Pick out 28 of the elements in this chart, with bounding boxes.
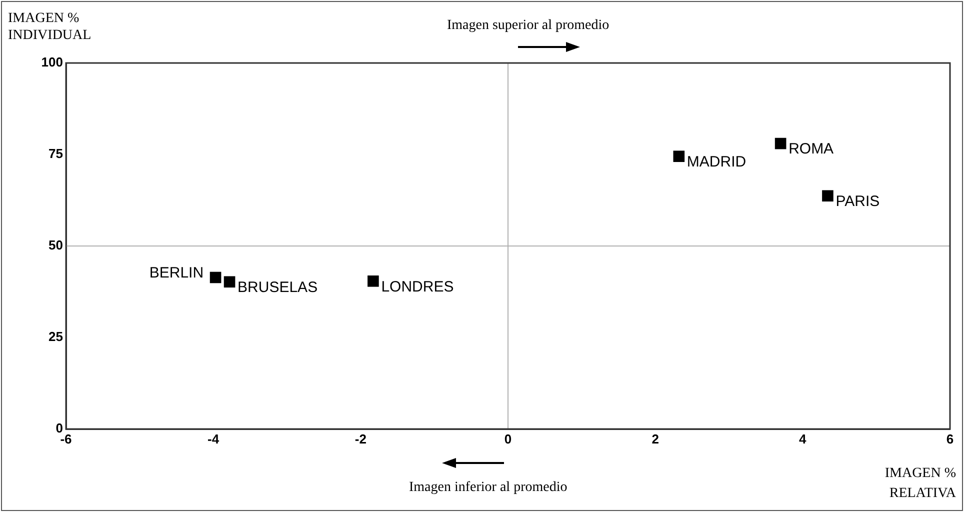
x-tick-label: 4	[799, 431, 808, 446]
x-tick-label: -4	[208, 431, 220, 446]
point	[368, 275, 379, 287]
x-tick-label: 0	[504, 431, 512, 446]
x-tick-label: 2	[652, 431, 659, 446]
series-label: PARIS	[836, 193, 880, 210]
y-tick-label: 50	[48, 238, 63, 253]
y-tick-label: 100	[41, 54, 63, 70]
series-label: LONDRES	[381, 278, 454, 296]
y-tick-label: 75	[48, 146, 63, 162]
series-label: BRUSELAS	[238, 279, 318, 296]
point	[822, 190, 834, 202]
point	[673, 150, 685, 162]
point	[224, 276, 236, 288]
x-axis-title: IMAGEN % RELATIVA	[884, 465, 956, 503]
point	[210, 272, 222, 284]
y-tick-label: 25	[48, 329, 63, 344]
series-label: ROMA	[788, 140, 834, 158]
x-tick-label: -2	[354, 431, 366, 446]
x-tick-label: -6	[60, 431, 72, 446]
series-label: BERLIN	[149, 264, 204, 282]
y-axis-title: IMAGEN % INDIVIDUAL	[8, 10, 92, 44]
point	[774, 138, 786, 150]
text: Imagen superior al promedio	[447, 18, 610, 34]
x-tick-label: 6	[946, 431, 954, 446]
text: Imagen inferior al promedio	[409, 480, 568, 496]
y-tick-label: 0	[56, 420, 63, 436]
series-label: MADRID	[686, 153, 746, 170]
